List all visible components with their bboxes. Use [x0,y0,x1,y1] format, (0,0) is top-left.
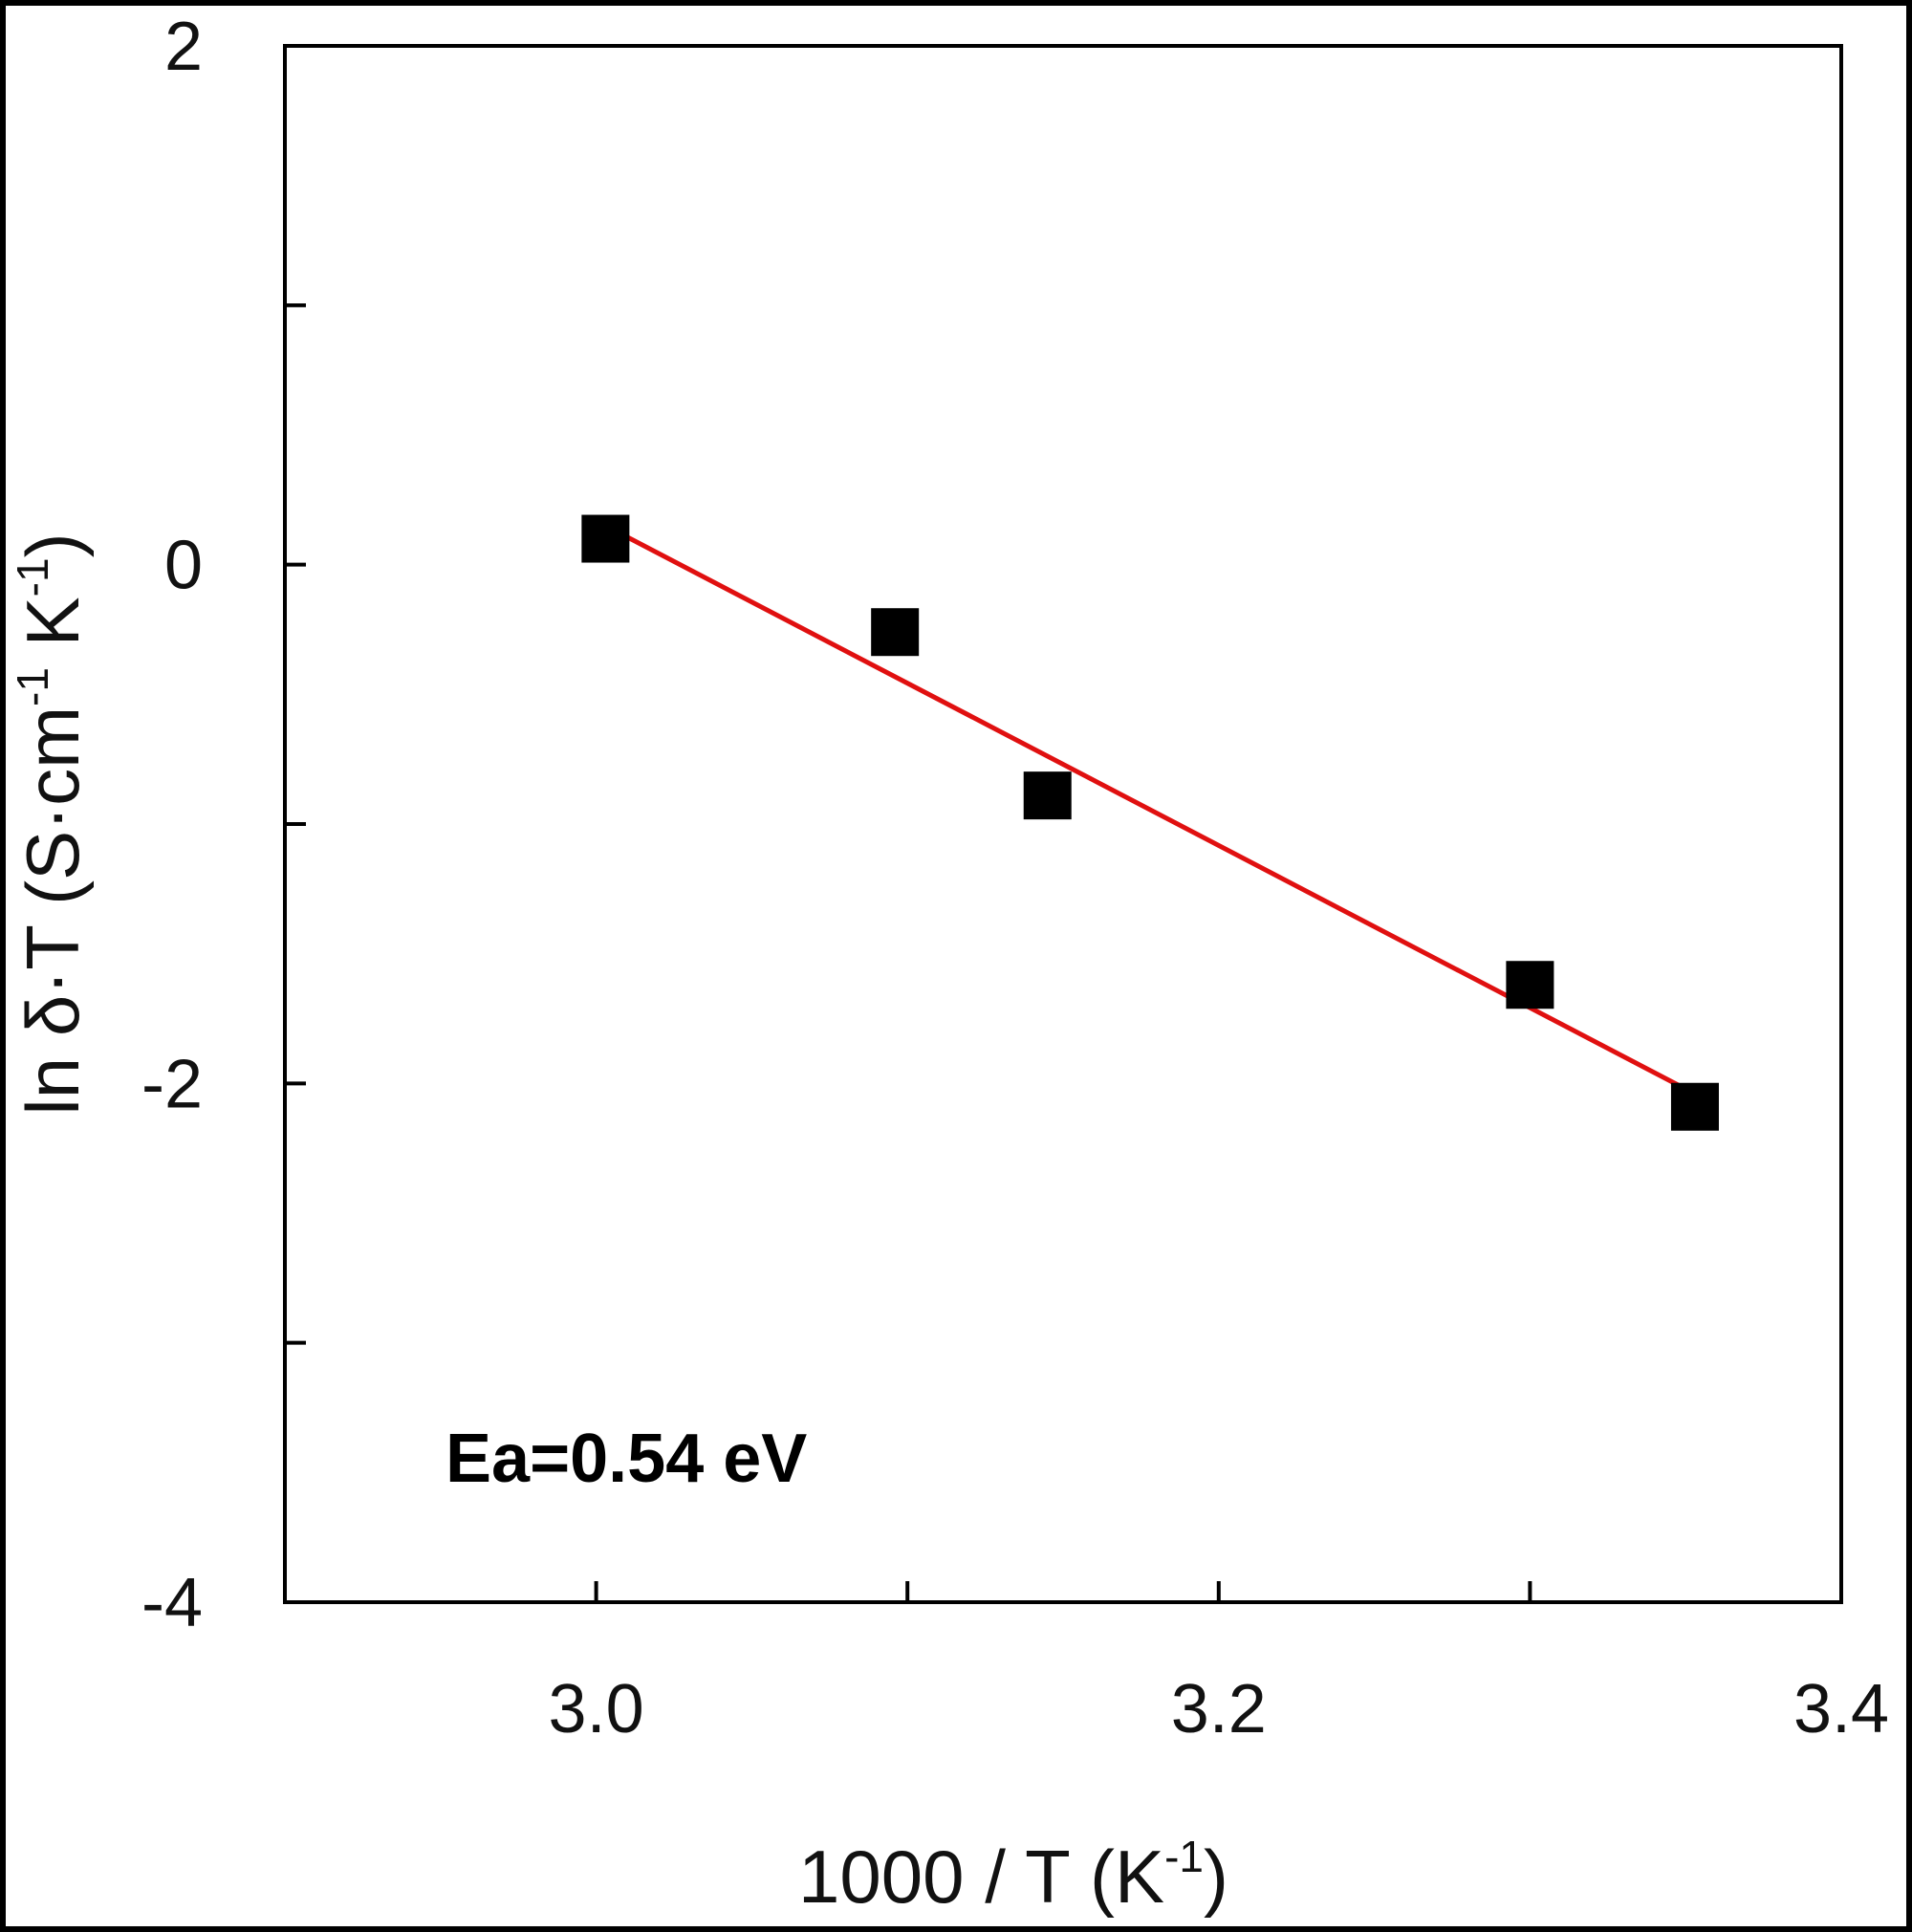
data-point [1506,961,1554,1009]
data-point [581,514,630,563]
data-point [871,608,920,657]
y-axis-title-tail: ) [11,532,95,557]
x-tick-label: 3.4 [1793,1671,1889,1747]
y-tick-label: 2 [164,9,203,85]
y-axis-title-sup1: -1 [8,667,57,706]
activation-energy-annotation: Ea=0.54 eV [445,1421,807,1497]
y-axis-ticks: 2 0 -2 -4 [141,9,306,1641]
y-axis-title: ln δ·T (S·cm-1 K-1) [8,532,95,1115]
y-tick-label: -2 [141,1046,203,1122]
x-axis-title-main: 1000 / T (K [798,1834,1164,1919]
data-point [1023,771,1072,820]
data-points [581,514,1719,1131]
y-axis-title-sup2: -1 [8,557,57,597]
x-tick-label: 3.2 [1171,1671,1267,1747]
x-axis-title-tail: ) [1204,1834,1228,1919]
data-point [1670,1082,1719,1131]
y-tick-label: -4 [141,1565,203,1641]
y-axis-title-mid: K [11,597,95,667]
x-tick-label: 3.0 [549,1671,644,1747]
y-tick-label: 0 [164,528,203,604]
x-axis-title-sup: -1 [1164,1832,1204,1881]
y-axis-title-main: ln δ·T (S·cm [11,706,95,1116]
x-axis-ticks: 3.0 3.2 3.4 [549,1581,1889,1747]
x-axis-title: 1000 / T (K-1) [798,1832,1228,1919]
